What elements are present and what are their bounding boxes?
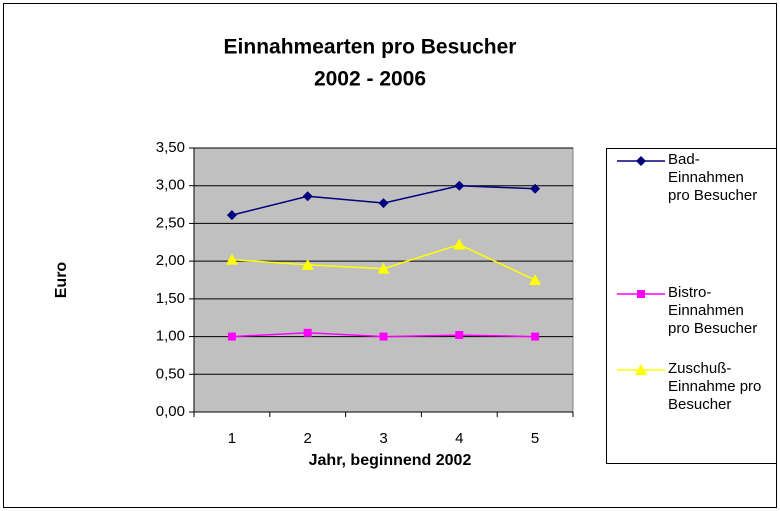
legend-box xyxy=(606,148,777,464)
marker xyxy=(379,332,388,341)
marker xyxy=(377,262,390,274)
marker xyxy=(636,156,646,166)
legend-label: Zuschuß-Einnahme pro Besucher xyxy=(668,360,762,413)
marker xyxy=(226,210,237,221)
chart-subtitle: 2002 - 2006 xyxy=(314,68,426,91)
marker xyxy=(301,258,314,270)
legend-label: Bistro-Einnahmen pro Besucher xyxy=(668,284,758,337)
y-tick-label: 0,00 xyxy=(156,403,185,420)
y-tick-label: 1,00 xyxy=(156,328,185,345)
marker xyxy=(455,331,464,340)
y-axis-title: Euro xyxy=(53,262,70,299)
x-tick-label: 4 xyxy=(455,430,463,447)
marker xyxy=(637,290,645,298)
x-tick-label: 2 xyxy=(304,430,312,447)
y-tick-label: 3,50 xyxy=(156,139,185,156)
y-tick-label: 2,50 xyxy=(156,214,185,231)
marker xyxy=(530,183,541,194)
marker xyxy=(529,274,542,285)
marker xyxy=(227,332,236,341)
y-tick-label: 0,50 xyxy=(156,365,185,382)
y-tick-label: 2,00 xyxy=(156,252,185,269)
x-axis-title: Jahr, beginnend 2002 xyxy=(309,452,472,469)
x-tick-label: 3 xyxy=(379,430,387,447)
marker xyxy=(303,328,312,337)
marker xyxy=(378,198,389,209)
marker xyxy=(454,180,465,191)
y-tick-label: 1,50 xyxy=(156,290,185,307)
marker xyxy=(531,332,540,341)
legend-label: Bad-Einnahmen pro Besucher xyxy=(668,151,758,204)
x-tick-label: 1 xyxy=(228,430,236,447)
marker xyxy=(302,191,313,202)
x-tick-label: 5 xyxy=(531,430,539,447)
marker xyxy=(635,364,647,375)
chart-title: Einnahmearten pro Besucher xyxy=(224,36,517,59)
marker xyxy=(225,253,238,265)
y-tick-label: 3,00 xyxy=(156,177,185,194)
marker xyxy=(453,238,466,250)
